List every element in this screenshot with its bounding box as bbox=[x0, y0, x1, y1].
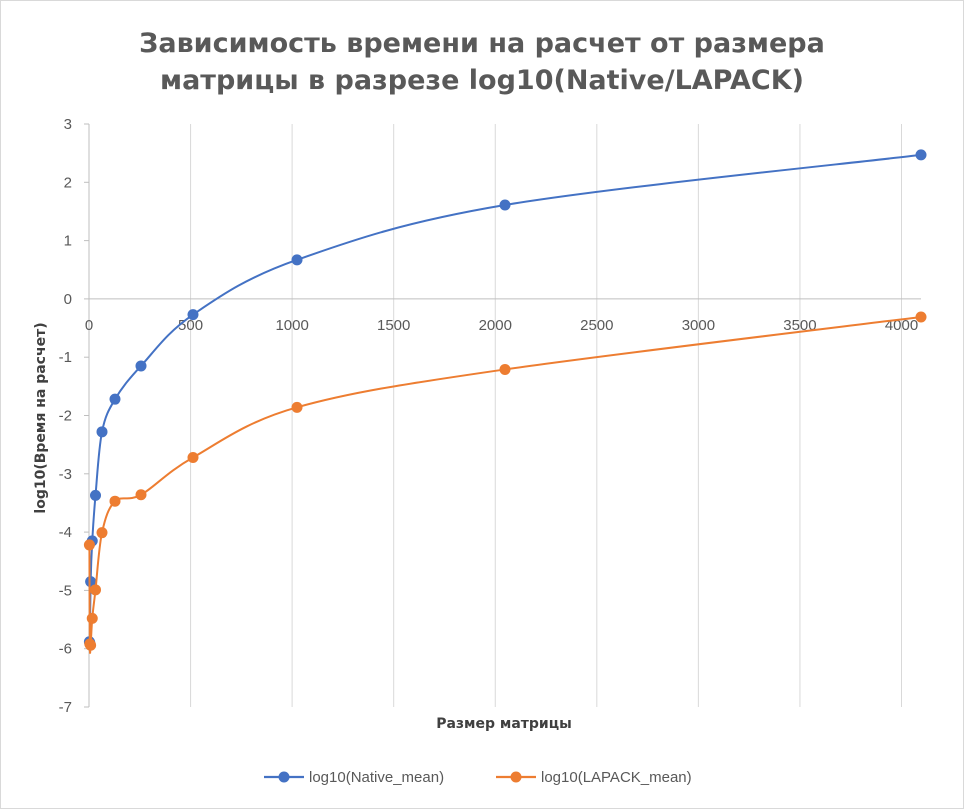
y-tick-labels: 3 2 1 0 -1 -2 -3 -4 -5 -6 -7 bbox=[59, 116, 72, 716]
data-point-lapack-4 bbox=[90, 584, 101, 596]
series-layer bbox=[83, 149, 927, 654]
legend: log10(Native_mean) log10(LAPACK_mean) bbox=[264, 769, 692, 786]
data-point-native-11 bbox=[915, 149, 927, 161]
data-point-lapack-5 bbox=[96, 527, 108, 539]
legend-label-native: log10(Native_mean) bbox=[309, 769, 444, 786]
data-point-lapack-9 bbox=[291, 401, 303, 413]
axes bbox=[84, 123, 921, 708]
chart-title-line-2: матрицы в разрезе log10(Native/LAPACK) bbox=[160, 65, 804, 96]
y-tick-label-2: 1 bbox=[64, 233, 72, 250]
x-tick-labels: 0 500 1000 1500 2000 2500 3000 3500 4000 bbox=[85, 317, 918, 334]
y-tick-label-3: 0 bbox=[64, 291, 72, 308]
data-point-native-2 bbox=[85, 576, 97, 588]
y-tick-label-5: -2 bbox=[59, 408, 72, 425]
y-tick-label-6: -3 bbox=[59, 466, 72, 483]
y-axis-label: log10(Время на расчет) bbox=[33, 322, 49, 513]
y-tick-label-1: 2 bbox=[64, 174, 72, 191]
y-tick-label-8: -5 bbox=[59, 582, 72, 599]
data-point-lapack-2 bbox=[85, 639, 97, 651]
data-point-native-4 bbox=[90, 489, 101, 501]
data-point-native-8 bbox=[187, 309, 199, 321]
data-point-native-9 bbox=[291, 254, 303, 266]
data-point-native-7 bbox=[135, 360, 147, 372]
chart-title-line-1: Зависимость времени на расчет от размера bbox=[139, 28, 825, 59]
data-point-native-6 bbox=[109, 393, 121, 405]
y-tick-label-0: 3 bbox=[64, 116, 72, 133]
grid-lines bbox=[190, 124, 902, 707]
data-point-lapack-0 bbox=[83, 539, 95, 551]
x-tick-label-6: 3000 bbox=[682, 317, 715, 334]
x-tick-label-3: 1500 bbox=[377, 317, 410, 334]
y-tick-label-4: -1 bbox=[59, 349, 72, 366]
y-tick-label-7: -4 bbox=[59, 524, 72, 541]
data-point-lapack-6 bbox=[109, 495, 121, 507]
y-tick-label-10: -7 bbox=[59, 699, 72, 716]
data-point-native-5 bbox=[96, 426, 108, 438]
legend-marker-native bbox=[278, 771, 290, 783]
data-point-lapack-11 bbox=[915, 311, 927, 323]
x-tick-label-7: 3500 bbox=[783, 317, 816, 334]
x-tick-label-2: 1000 bbox=[275, 317, 308, 334]
data-point-lapack-8 bbox=[187, 451, 199, 463]
y-tick-label-9: -6 bbox=[59, 641, 72, 658]
legend-label-lapack: log10(LAPACK_mean) bbox=[541, 769, 692, 786]
x-tick-label-4: 2000 bbox=[479, 317, 512, 334]
x-axis-label: Размер матрицы bbox=[436, 716, 572, 732]
x-tick-label-5: 2500 bbox=[580, 317, 613, 334]
data-point-lapack-7 bbox=[135, 489, 147, 501]
series-line-native bbox=[88, 153, 922, 648]
legend-marker-lapack bbox=[510, 771, 522, 783]
data-point-native-10 bbox=[499, 199, 511, 211]
data-point-lapack-10 bbox=[499, 363, 511, 375]
data-point-lapack-3 bbox=[86, 612, 98, 624]
x-tick-label-0: 0 bbox=[85, 317, 93, 334]
